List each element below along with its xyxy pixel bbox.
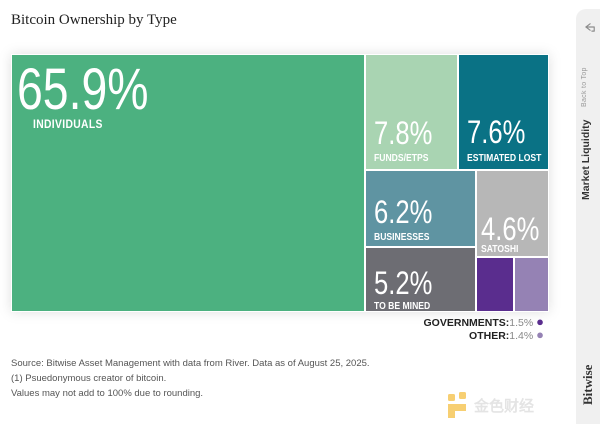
svg-text:金色财经: 金色财经 [473, 397, 534, 415]
